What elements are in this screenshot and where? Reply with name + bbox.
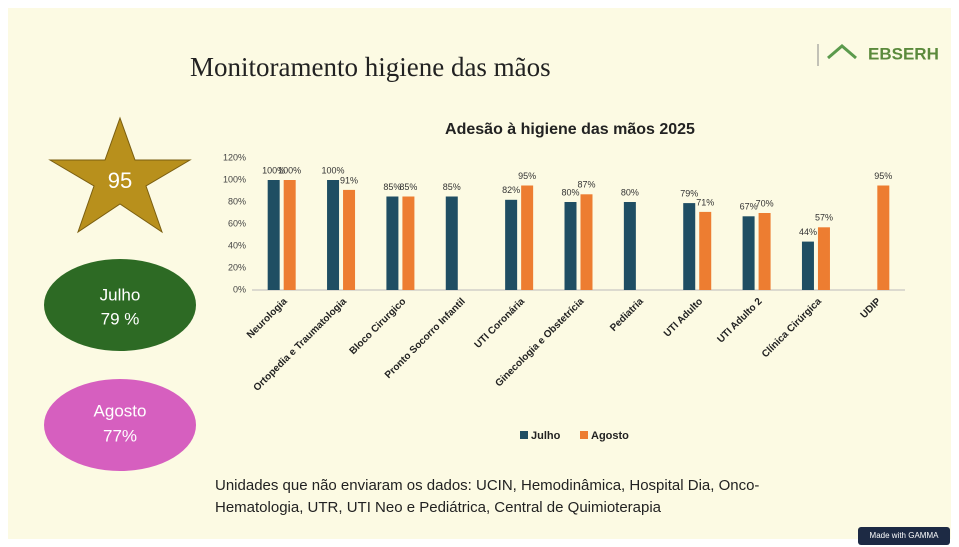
bar [267,180,280,290]
bar [699,211,712,290]
data-label: 100% [322,165,345,175]
legend-swatch [580,431,588,439]
note-line: Hematologia, UTR, UTI Neo e Pediátrica, … [215,499,662,516]
data-label: 95% [518,171,536,181]
bar [801,241,814,290]
badge-name: Julho [100,285,141,304]
badge-julho [44,259,196,351]
y-tick-label: 60% [228,218,246,228]
badge-value: 77% [103,426,137,445]
data-label: 80% [621,187,639,197]
data-label: 100% [278,165,301,175]
bar [402,196,415,290]
data-label: 85% [383,182,401,192]
legend-swatch [520,431,528,439]
y-tick-label: 40% [228,240,246,250]
bar [580,194,593,290]
logo-text: EBSERH [868,44,939,63]
note-line: Unidades que não enviaram os dados: UCIN… [215,477,759,494]
y-tick-label: 20% [228,262,246,272]
badge-name: Agosto [94,401,147,420]
data-label: 100% [262,165,285,175]
data-label: 85% [443,182,461,192]
badge-agosto [44,379,196,471]
data-label: 71% [696,197,714,207]
bar [623,202,636,290]
footer-badge [858,527,950,545]
data-label: 85% [399,182,417,192]
y-tick-label: 80% [228,196,246,206]
chart-title: Adesão à higiene das mãos 2025 [445,121,695,138]
bar [817,227,830,290]
bar [877,185,890,290]
data-label: 70% [756,198,774,208]
data-label: 87% [577,180,595,190]
bar [564,202,577,290]
y-tick-label: 0% [233,284,246,294]
data-label: 91% [340,175,358,185]
bar [327,180,340,290]
data-label: 82% [502,185,520,195]
footer-text: Made with GAMMA [870,531,940,540]
bar [445,196,458,290]
data-label: 44% [799,227,817,237]
data-label: 67% [740,202,758,212]
data-label: 57% [815,213,833,223]
data-label: 79% [680,188,698,198]
legend-label: Agosto [591,430,629,442]
bar [683,203,696,290]
bar [386,196,399,290]
data-label: 80% [561,187,579,197]
bar [742,216,755,290]
bar [505,199,518,290]
star-label: 95 [108,168,132,193]
data-label: 95% [874,171,892,181]
badge-value: 79 % [101,309,140,328]
slide-title: Monitoramento higiene das mãos [190,52,551,82]
bar [758,213,771,290]
bar [343,189,356,290]
y-tick-label: 100% [223,174,246,184]
bar [521,185,534,290]
y-tick-label: 120% [223,152,246,162]
legend-label: Julho [531,430,561,442]
logo-icon [827,44,857,60]
bar [283,180,296,290]
star [48,116,192,234]
